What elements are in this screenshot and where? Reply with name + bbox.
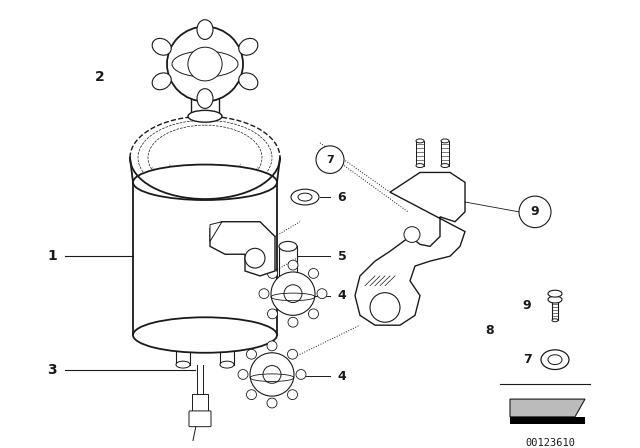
Circle shape xyxy=(296,370,306,379)
Circle shape xyxy=(263,366,281,383)
Text: 6: 6 xyxy=(338,190,346,203)
Ellipse shape xyxy=(152,39,172,55)
Circle shape xyxy=(519,196,551,228)
Circle shape xyxy=(268,268,278,278)
Circle shape xyxy=(308,309,319,319)
Text: 4: 4 xyxy=(338,289,346,302)
Polygon shape xyxy=(510,399,585,417)
Ellipse shape xyxy=(197,20,213,39)
Polygon shape xyxy=(210,222,275,276)
Ellipse shape xyxy=(184,444,196,448)
Circle shape xyxy=(250,353,294,396)
Ellipse shape xyxy=(548,296,562,303)
Ellipse shape xyxy=(133,164,277,200)
Polygon shape xyxy=(210,222,222,241)
Circle shape xyxy=(167,26,243,102)
Text: 9: 9 xyxy=(531,205,540,218)
Ellipse shape xyxy=(441,164,449,168)
Text: 7: 7 xyxy=(326,155,334,164)
Circle shape xyxy=(267,398,277,408)
Circle shape xyxy=(316,146,344,173)
Circle shape xyxy=(267,341,277,351)
Text: 3: 3 xyxy=(47,362,57,376)
Circle shape xyxy=(188,47,222,81)
Circle shape xyxy=(238,370,248,379)
Ellipse shape xyxy=(197,89,213,108)
Ellipse shape xyxy=(548,355,562,365)
Ellipse shape xyxy=(239,73,258,90)
Ellipse shape xyxy=(188,110,222,122)
Circle shape xyxy=(259,289,269,298)
Ellipse shape xyxy=(279,276,297,286)
Ellipse shape xyxy=(176,361,190,368)
Text: 7: 7 xyxy=(523,353,531,366)
Ellipse shape xyxy=(291,189,319,205)
Ellipse shape xyxy=(152,73,172,90)
Circle shape xyxy=(308,268,319,278)
Text: 8: 8 xyxy=(486,323,494,336)
Ellipse shape xyxy=(548,290,562,297)
Ellipse shape xyxy=(239,39,258,55)
Text: 2: 2 xyxy=(95,70,105,84)
Bar xyxy=(510,417,585,424)
Bar xyxy=(192,394,208,412)
Ellipse shape xyxy=(220,361,234,368)
Circle shape xyxy=(317,289,327,298)
Ellipse shape xyxy=(416,164,424,168)
Ellipse shape xyxy=(133,317,277,353)
Circle shape xyxy=(288,317,298,327)
Ellipse shape xyxy=(541,350,569,370)
Circle shape xyxy=(287,349,298,359)
Ellipse shape xyxy=(441,139,449,143)
Circle shape xyxy=(284,285,302,302)
Polygon shape xyxy=(355,172,465,325)
Text: 4: 4 xyxy=(338,370,346,383)
Circle shape xyxy=(404,227,420,242)
Circle shape xyxy=(246,390,257,400)
Circle shape xyxy=(268,309,278,319)
Circle shape xyxy=(271,272,315,315)
Circle shape xyxy=(245,248,265,268)
FancyBboxPatch shape xyxy=(189,411,211,426)
Text: 5: 5 xyxy=(338,250,346,263)
Ellipse shape xyxy=(279,241,297,251)
Ellipse shape xyxy=(191,87,219,97)
Circle shape xyxy=(370,293,400,322)
Text: 00123610: 00123610 xyxy=(525,439,575,448)
Ellipse shape xyxy=(416,139,424,143)
Circle shape xyxy=(246,349,257,359)
Circle shape xyxy=(287,390,298,400)
Text: 1: 1 xyxy=(47,249,57,263)
Ellipse shape xyxy=(552,319,558,322)
Ellipse shape xyxy=(298,193,312,201)
Circle shape xyxy=(288,260,298,270)
Text: 9: 9 xyxy=(523,299,531,312)
